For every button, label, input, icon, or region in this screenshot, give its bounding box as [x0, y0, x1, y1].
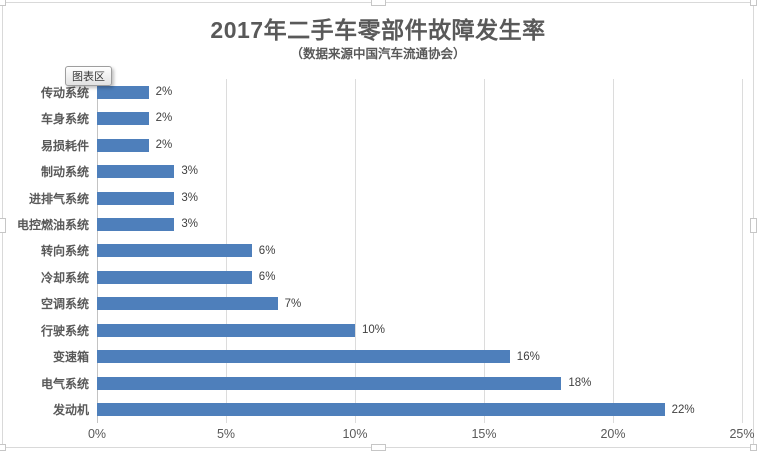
bar-row: 6%	[97, 264, 742, 290]
bar-row: 3%	[97, 211, 742, 237]
resize-handle-bottom-left[interactable]	[0, 444, 6, 451]
category-label: 空调系统	[40, 297, 89, 312]
category-label: 变速箱	[52, 350, 89, 365]
resize-handle-bottom-right[interactable]	[750, 444, 757, 451]
bar-value-label: 2%	[155, 86, 173, 98]
bar[interactable]	[97, 112, 149, 126]
chart-area-tooltip: 图表区	[65, 66, 112, 86]
category-label: 转向系统	[40, 244, 89, 259]
bar-row: 10%	[97, 317, 742, 343]
bar-value-label: 18%	[568, 377, 592, 390]
bar-row: 2%	[97, 105, 742, 131]
bar[interactable]	[97, 138, 149, 152]
gridline	[484, 79, 485, 423]
bar-value-label: 6%	[258, 244, 276, 257]
category-label: 行驶系统	[40, 323, 89, 338]
resize-handle-top-right[interactable]	[750, 0, 757, 6]
bar-value-label: 22%	[671, 403, 695, 416]
category-label: 电气系统	[40, 376, 89, 391]
resize-handle-bottom-center[interactable]	[371, 444, 386, 451]
x-tick-label: 0%	[87, 427, 107, 441]
bar[interactable]	[97, 244, 252, 258]
chart-title: 2017年二手车零部件故障发生率	[210, 17, 546, 43]
category-label: 制动系统	[40, 165, 89, 180]
bar-row: 16%	[97, 344, 742, 370]
bar[interactable]	[97, 297, 278, 311]
bar-value-label: 2%	[155, 138, 173, 151]
value-axis: 0% 5% 10% 15% 20% 25%	[88, 427, 755, 445]
bar-value-label: 6%	[258, 271, 276, 284]
x-tick-label: 15%	[471, 427, 497, 441]
resize-handle-top-center[interactable]	[371, 0, 386, 6]
bar-row: 3%	[97, 158, 742, 184]
category-label: 车身系统	[40, 112, 89, 127]
category-label: 冷却系统	[40, 270, 89, 285]
category-label: 传动系统	[40, 85, 89, 100]
resize-handle-middle-right[interactable]	[750, 218, 757, 233]
bar[interactable]	[97, 323, 355, 337]
bar-row: 6%	[97, 238, 742, 264]
bar-row: 7%	[97, 291, 742, 317]
category-label: 发动机	[52, 403, 89, 418]
gridline	[613, 79, 614, 423]
resize-handle-middle-left[interactable]	[0, 218, 6, 233]
bar-row: 22%	[97, 397, 742, 423]
bar[interactable]	[97, 270, 252, 284]
bar-value-label: 2%	[155, 112, 173, 125]
bar[interactable]	[97, 218, 175, 232]
bar-value-label: 10%	[362, 324, 386, 337]
bar-value-label: 7%	[284, 297, 302, 310]
category-axis: 传动系统车身系统易损耗件制动系统进排气系统电控燃油系统转向系统冷却系统空调系统行…	[3, 79, 89, 423]
chart-area-tooltip-text: 图表区	[72, 71, 105, 83]
x-tick-label: 25%	[729, 427, 755, 441]
bar[interactable]	[97, 85, 149, 99]
bar-row: 3%	[97, 185, 742, 211]
bar[interactable]	[97, 350, 510, 364]
chart-subtitle: （数据来源中国汽车流通协会）	[290, 47, 466, 61]
category-label: 进排气系统	[28, 191, 89, 206]
gridline	[742, 79, 743, 423]
plot-area: 2% 2% 2% 3% 3% 3% 6% 6% 7% 10% 16% 18% 22%	[97, 79, 743, 423]
bar-value-label: 3%	[181, 191, 199, 204]
x-tick-label: 5%	[216, 427, 236, 441]
gridline	[355, 79, 356, 423]
resize-handle-top-left[interactable]	[0, 0, 6, 6]
bar[interactable]	[97, 403, 665, 417]
category-label: 易损耗件	[40, 138, 89, 153]
bar-value-label: 3%	[181, 218, 199, 231]
bar[interactable]	[97, 376, 562, 390]
x-tick-label: 20%	[600, 427, 626, 441]
bar-row: 2%	[97, 79, 742, 105]
x-tick-label: 10%	[342, 427, 368, 441]
bar[interactable]	[97, 165, 175, 179]
bar-value-label: 16%	[516, 350, 540, 363]
bar[interactable]	[97, 191, 175, 205]
bar-value-label: 3%	[181, 165, 199, 178]
bar-row: 2%	[97, 132, 742, 158]
category-label: 电控燃油系统	[16, 218, 89, 233]
bar-row: 18%	[97, 370, 742, 396]
